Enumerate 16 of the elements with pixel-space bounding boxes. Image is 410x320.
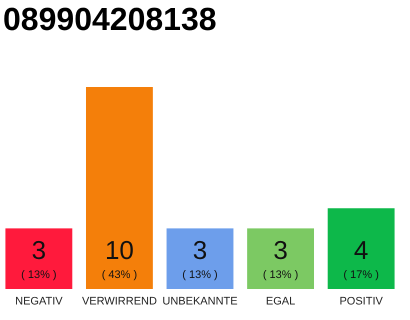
data-label: 3 <box>192 235 208 265</box>
x-tick-label: VERWIRREND <box>82 296 157 308</box>
annotation: ( 13% ) <box>182 269 218 281</box>
x-tick-label: POSITIV <box>339 296 384 308</box>
annotation: ( 17% ) <box>343 269 379 281</box>
data-label: 3 <box>273 235 288 265</box>
x-tick-label: UNBEKANNTE <box>162 296 238 308</box>
data-label: 4 <box>354 235 368 265</box>
x-tick-label: NEGATIV <box>15 296 64 308</box>
annotation: ( 13% ) <box>21 269 57 281</box>
chart-title: 089904208138 <box>3 1 217 37</box>
annotation: ( 13% ) <box>262 269 298 281</box>
data-label: 3 <box>32 235 46 265</box>
data-label: 10 <box>104 235 134 265</box>
annotation: ( 43% ) <box>102 269 138 281</box>
x-tick-label: EGAL <box>266 296 296 308</box>
